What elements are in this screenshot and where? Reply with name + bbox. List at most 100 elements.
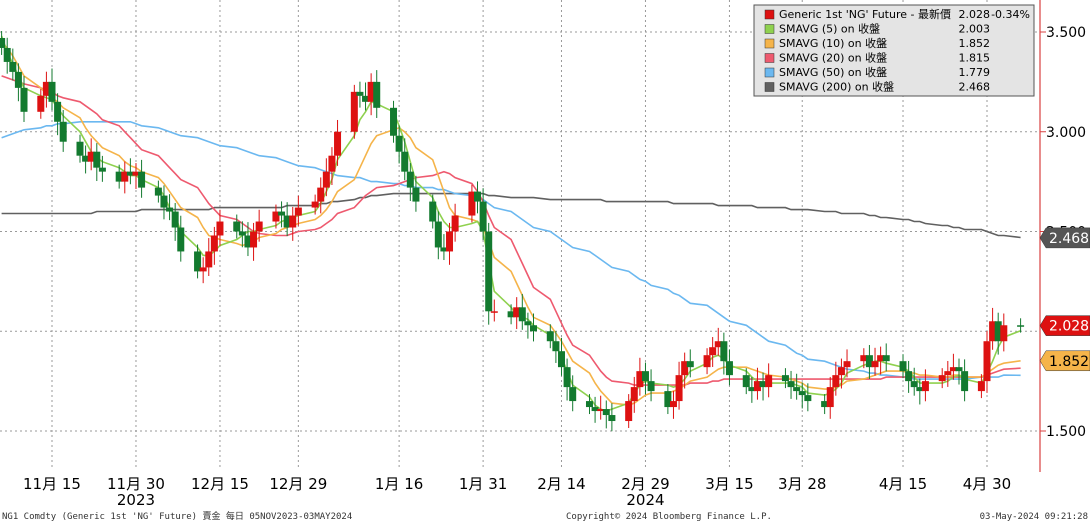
candle [787, 370, 795, 399]
legend-value: 1.815 [959, 52, 991, 65]
candle [37, 88, 45, 119]
candle [955, 358, 963, 385]
candle [865, 345, 873, 379]
value-tag: 2.028 [1039, 315, 1090, 336]
candle [877, 346, 885, 375]
candle [989, 307, 997, 350]
candle [250, 222, 258, 261]
candle [311, 194, 319, 215]
candle [334, 119, 342, 166]
candle [513, 297, 521, 330]
candle [882, 343, 890, 372]
footer-source: NG1 Comdty (Generic 1st 'NG' Future) 賣金 … [2, 510, 352, 522]
legend-swatch [764, 53, 775, 63]
candle [468, 184, 476, 223]
candle [641, 362, 649, 395]
candle [121, 161, 129, 194]
sma10-line [1, 41, 1021, 406]
x-tick-label: 4月 15 [879, 475, 927, 493]
candle [793, 373, 801, 400]
plot-area [0, 31, 1025, 432]
x-tick-label: 11月 30 [107, 475, 165, 493]
candle [714, 327, 722, 356]
candle [76, 134, 84, 163]
legend-value: 1.852 [959, 37, 991, 50]
x-tick-label: 2月 14 [537, 475, 585, 493]
x-tick-label: 2月 29 [621, 475, 669, 493]
candle [490, 299, 498, 322]
candle [910, 367, 918, 396]
x-year-label: 2024 [626, 491, 664, 509]
candle [205, 238, 213, 276]
candle [412, 175, 420, 212]
candle [3, 37, 11, 74]
candle [451, 203, 459, 242]
footer-timestamp: 03-May-2024 09:21:28 [980, 512, 1088, 522]
candle [557, 337, 565, 376]
candle [709, 337, 717, 367]
value-tag-label: 1.852 [1049, 354, 1089, 370]
candle [552, 331, 560, 363]
y-tick-label: 3.500 [1046, 25, 1086, 41]
candle [210, 226, 218, 265]
candle [434, 211, 442, 260]
value-tag: 1.852 [1039, 350, 1090, 372]
candle [585, 394, 593, 415]
legend-entry: SMAVG (20) on 收盤 1.815 [764, 51, 991, 65]
x-year-label: 2023 [117, 491, 155, 509]
candle [138, 159, 146, 198]
legend-entry: SMAVG (200) on 收盤 2.468 [764, 80, 991, 94]
candle [93, 143, 101, 182]
candle [961, 359, 969, 402]
candle [686, 349, 694, 378]
candle [115, 164, 123, 189]
axes: 11月 15 11月 30 12月 15 12月 29 1月 16 1月 31 2月 14 2… [23, 0, 1086, 509]
candle [636, 357, 644, 396]
candle [278, 201, 286, 228]
candle [216, 209, 224, 246]
legend-label: Generic 1st 'NG' Future - 最新價 [779, 7, 951, 21]
candle [429, 194, 437, 229]
candle [765, 363, 773, 398]
candle [703, 348, 711, 375]
legend-label: SMAVG (5) on 收盤 [779, 22, 880, 36]
candle [759, 372, 767, 401]
legend-value: 2.468 [959, 81, 991, 94]
x-tick-label: 11月 15 [23, 475, 81, 493]
candle [446, 222, 454, 265]
candle [328, 147, 336, 186]
candle [529, 313, 537, 342]
candle [669, 390, 677, 419]
candle [647, 369, 655, 402]
value-tag-label: 2.028 [1049, 319, 1089, 335]
candle [283, 202, 291, 237]
candle [944, 360, 952, 387]
sma200-line [1, 192, 1021, 239]
candle [87, 138, 95, 171]
sma50-line [1, 121, 1021, 380]
candle [977, 374, 985, 399]
legend-label: SMAVG (200) on 收盤 [779, 80, 894, 94]
candle [317, 177, 325, 214]
candle [753, 367, 761, 400]
candle [390, 100, 398, 143]
legend-label: SMAVG (50) on 收盤 [779, 65, 887, 79]
candle [720, 332, 728, 375]
candle [725, 349, 733, 386]
candle [569, 375, 577, 412]
candle [322, 158, 330, 197]
candle [294, 195, 302, 226]
x-tick-label: 3月 15 [705, 475, 753, 493]
legend-label: SMAVG (20) on 收盤 [779, 51, 887, 65]
candle [166, 194, 174, 221]
candle [126, 158, 134, 185]
candle [59, 110, 67, 152]
legend-value: 1.779 [959, 66, 991, 79]
candle [899, 354, 907, 379]
candle [401, 138, 409, 181]
candle [798, 382, 806, 409]
legend-label: SMAVG (10) on 收盤 [779, 36, 887, 50]
candle [608, 403, 616, 432]
candle [373, 70, 381, 118]
candle [837, 358, 845, 389]
